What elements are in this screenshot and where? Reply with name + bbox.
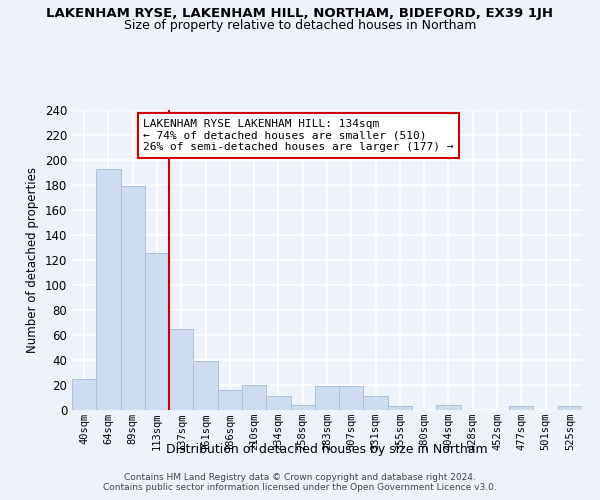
Text: Contains HM Land Registry data © Crown copyright and database right 2024.
Contai: Contains HM Land Registry data © Crown c… <box>103 473 497 492</box>
Y-axis label: Number of detached properties: Number of detached properties <box>26 167 39 353</box>
Bar <box>290 405 315 410</box>
Text: Size of property relative to detached houses in Northam: Size of property relative to detached ho… <box>124 18 476 32</box>
Bar <box>364 396 388 410</box>
Bar <box>96 169 121 410</box>
Bar <box>436 405 461 410</box>
Bar <box>242 385 266 410</box>
Bar <box>193 361 218 410</box>
Bar <box>169 329 193 410</box>
Bar <box>315 386 339 410</box>
Bar <box>558 406 582 410</box>
Bar <box>72 379 96 410</box>
Text: LAKENHAM RYSE, LAKENHAM HILL, NORTHAM, BIDEFORD, EX39 1JH: LAKENHAM RYSE, LAKENHAM HILL, NORTHAM, B… <box>47 8 554 20</box>
Text: LAKENHAM RYSE LAKENHAM HILL: 134sqm
← 74% of detached houses are smaller (510)
2: LAKENHAM RYSE LAKENHAM HILL: 134sqm ← 74… <box>143 119 454 152</box>
Text: Distribution of detached houses by size in Northam: Distribution of detached houses by size … <box>166 442 488 456</box>
Bar <box>339 386 364 410</box>
Bar <box>121 186 145 410</box>
Bar <box>218 390 242 410</box>
Bar <box>266 396 290 410</box>
Bar <box>388 406 412 410</box>
Bar <box>145 252 169 410</box>
Bar <box>509 406 533 410</box>
